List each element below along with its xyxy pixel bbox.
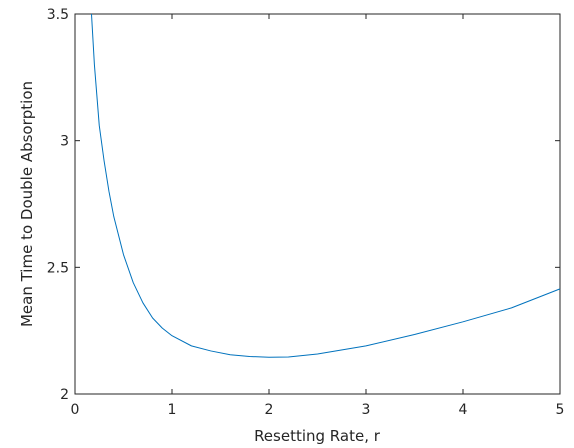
data-point	[123, 254, 124, 255]
data-point	[288, 357, 289, 358]
data-point	[210, 350, 211, 351]
data-point	[269, 357, 270, 358]
y-tick-label: 3.5	[47, 7, 69, 23]
data-point	[463, 321, 464, 322]
data-point	[191, 345, 192, 346]
data-point	[104, 160, 105, 161]
data-point	[249, 356, 250, 357]
data-point	[91, 14, 92, 15]
x-tick-label: 0	[71, 402, 80, 418]
y-tick-label: 3	[60, 134, 69, 150]
series-layer	[90, 13, 561, 358]
data-point	[511, 307, 512, 308]
x-tick-label: 1	[168, 402, 177, 418]
x-tick-label: 3	[362, 402, 371, 418]
data-point	[142, 302, 143, 303]
data-point	[133, 282, 134, 283]
series-line	[90, 13, 561, 358]
x-tick-label: 2	[265, 402, 274, 418]
data-point	[152, 318, 153, 319]
data-point	[366, 345, 367, 346]
data-point	[230, 354, 231, 355]
ticks-layer: 0 1 2 3 4 5 2 2.5 3 3.5	[47, 7, 565, 418]
data-point	[113, 216, 114, 217]
data-point	[162, 328, 163, 329]
y-axis-label: Mean Time to Double Absorption	[18, 81, 36, 327]
data-point	[560, 288, 561, 289]
data-point	[414, 334, 415, 335]
data-point	[172, 335, 173, 336]
y-tick-label: 2	[60, 387, 69, 403]
data-point	[99, 125, 100, 126]
data-point	[108, 191, 109, 192]
x-axis-label: Resetting Rate, r	[254, 427, 381, 445]
data-point	[94, 64, 95, 65]
x-tick-label: 5	[556, 402, 565, 418]
y-tick-label: 2.5	[47, 260, 69, 276]
x-tick-label: 4	[459, 402, 468, 418]
data-point	[317, 353, 318, 354]
plot-box	[74, 13, 561, 395]
plot-area	[74, 13, 561, 395]
